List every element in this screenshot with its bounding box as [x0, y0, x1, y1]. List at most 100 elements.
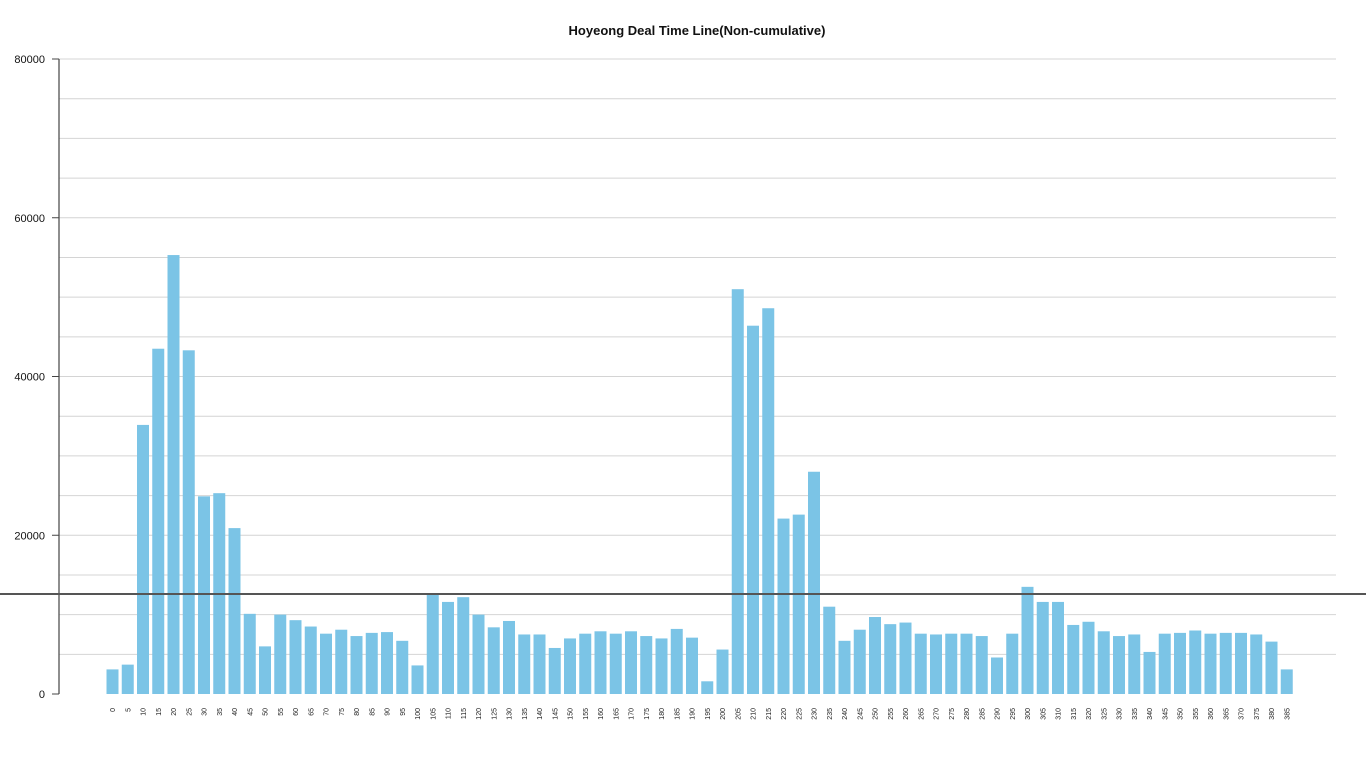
bar [442, 601, 454, 694]
bar [472, 614, 485, 694]
bar [381, 632, 393, 694]
x-tick-label: 305 [1040, 708, 1047, 720]
bar [1204, 633, 1217, 694]
bar [945, 633, 958, 694]
bar [182, 350, 195, 694]
x-tick-label: 195 [705, 708, 712, 720]
x-tick-label: 65 [308, 708, 315, 716]
bar [1189, 630, 1202, 694]
x-tick-label: 355 [1193, 708, 1200, 720]
x-tick-label: 370 [1239, 708, 1246, 720]
bar [396, 640, 409, 694]
bar [228, 528, 241, 694]
x-tick-label: 85 [369, 708, 376, 716]
bar [320, 633, 332, 694]
bar [655, 638, 668, 694]
bar [457, 597, 470, 694]
x-tick-label: 80 [354, 708, 361, 716]
x-tick-label: 320 [1086, 708, 1093, 720]
bar [747, 325, 759, 694]
y-tick-label: 60000 [14, 213, 45, 225]
bar [1280, 669, 1293, 694]
y-tick-label: 0 [39, 689, 45, 701]
x-tick-label: 115 [461, 708, 468, 719]
x-tick-label: 35 [217, 708, 224, 716]
bar [1097, 631, 1110, 694]
bar [411, 665, 424, 694]
x-tick-label: 335 [1132, 708, 1139, 720]
y-tick-label: 80000 [14, 54, 45, 66]
x-tick-label: 245 [857, 708, 864, 720]
bar [792, 514, 805, 694]
bar [991, 657, 1003, 694]
x-tick-label: 240 [842, 708, 849, 720]
bar [1158, 633, 1171, 694]
bar [899, 622, 912, 694]
bar [487, 627, 500, 694]
x-tick-label: 260 [903, 708, 910, 720]
bar [1021, 586, 1034, 694]
bar [594, 631, 607, 694]
x-tick-label: 5 [125, 708, 132, 712]
bar [716, 649, 729, 694]
x-tick-label: 365 [1223, 708, 1230, 720]
x-tick-label: 50 [263, 708, 270, 716]
x-tick-label: 345 [1162, 708, 1169, 720]
bar [853, 629, 866, 694]
x-tick-label: 325 [1101, 708, 1108, 720]
x-tick-label: 40 [232, 708, 239, 716]
x-tick-label: 165 [613, 708, 620, 720]
bar [762, 308, 775, 694]
bar [701, 681, 714, 694]
x-tick-label: 175 [644, 708, 651, 720]
x-tick-label: 100 [415, 708, 422, 720]
x-tick-label: 210 [751, 708, 758, 720]
x-tick-label: 285 [979, 708, 986, 720]
x-tick-label: 105 [430, 708, 437, 720]
bar [1174, 632, 1186, 694]
x-tick-label: 145 [552, 708, 559, 720]
bar [777, 518, 790, 694]
x-tick-label: 270 [934, 708, 941, 720]
bar [335, 629, 348, 694]
bar [1235, 632, 1247, 694]
x-tick-label: 155 [583, 708, 590, 720]
bar [1113, 636, 1125, 694]
gridlines [59, 58, 1336, 655]
x-tick-label: 95 [400, 708, 407, 716]
x-tick-label: 10 [141, 708, 148, 716]
bar [365, 632, 378, 694]
x-tick-label: 315 [1071, 708, 1078, 720]
bar [289, 620, 302, 694]
bar [518, 634, 531, 694]
x-tick-label: 235 [827, 708, 834, 720]
bar [869, 617, 881, 694]
y-tick-label: 40000 [14, 372, 45, 384]
x-tick-label: 45 [247, 708, 254, 716]
bar [243, 613, 256, 694]
x-tick-label: 275 [949, 708, 956, 720]
x-tick-label: 350 [1178, 708, 1185, 720]
x-tick-label: 295 [1010, 708, 1017, 720]
bar [259, 646, 271, 694]
bar [350, 636, 363, 694]
bar [1082, 621, 1095, 694]
bar [808, 471, 820, 694]
bar [579, 633, 592, 694]
bar [1219, 632, 1232, 694]
bar [304, 626, 317, 694]
x-tick-label: 300 [1025, 708, 1032, 720]
bar [1036, 601, 1049, 694]
bar [1250, 634, 1263, 694]
bar [1128, 634, 1141, 694]
bar [884, 624, 897, 694]
bar [930, 634, 942, 694]
bar [167, 255, 180, 694]
x-tick-label: 330 [1117, 708, 1124, 720]
y-axis-ticks: 0 20000 40000 60000 80000 [14, 54, 59, 701]
x-tick-label: 220 [781, 708, 788, 720]
x-tick-label: 60 [293, 708, 300, 716]
y-tick-label: 20000 [14, 530, 45, 542]
